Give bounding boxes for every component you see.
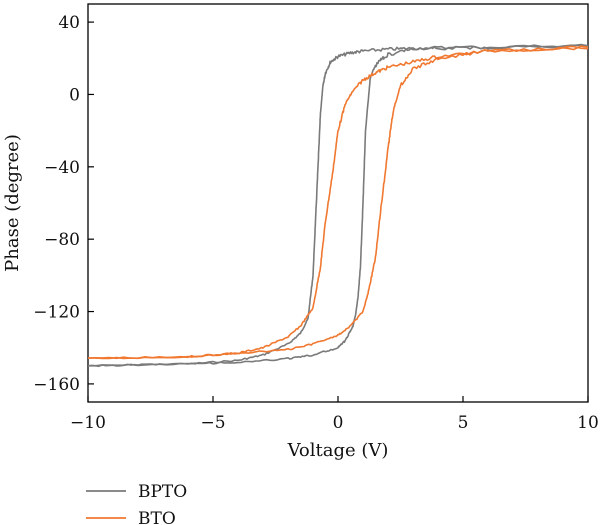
y-tick-label: −80 xyxy=(44,230,80,250)
x-tick-label: 5 xyxy=(458,413,469,433)
y-axis-ticks: 40 0 −40 −80 −120 −160 xyxy=(33,13,94,395)
series-group xyxy=(87,43,589,368)
y-tick-label: −160 xyxy=(33,375,80,395)
plot-frame xyxy=(87,3,589,403)
legend: BPTO BTO xyxy=(86,482,187,525)
series-line-bto-branch-2 xyxy=(87,45,589,360)
series-line-bpto-branch-1 xyxy=(88,44,589,367)
y-tick-label: −40 xyxy=(44,158,80,178)
legend-label-bpto: BPTO xyxy=(138,482,187,502)
y-tick-label: 0 xyxy=(69,85,80,105)
x-axis-title: Voltage (V) xyxy=(287,440,389,461)
y-axis-title: Phase (degree) xyxy=(2,134,23,272)
y-tick-label: 40 xyxy=(58,13,80,33)
y-tick-label: −120 xyxy=(33,303,80,323)
x-axis-ticks: −10 −5 0 5 10 xyxy=(70,396,599,433)
series-line-bto-branch-1 xyxy=(88,45,589,360)
x-tick-label: −10 xyxy=(70,413,106,433)
legend-label-bto: BTO xyxy=(138,509,176,525)
x-tick-label: −5 xyxy=(200,413,225,433)
series-line-bpto-branch-2 xyxy=(87,43,589,368)
x-tick-label: 0 xyxy=(333,413,344,433)
x-tick-label: 10 xyxy=(577,413,599,433)
plot-area xyxy=(87,3,589,403)
